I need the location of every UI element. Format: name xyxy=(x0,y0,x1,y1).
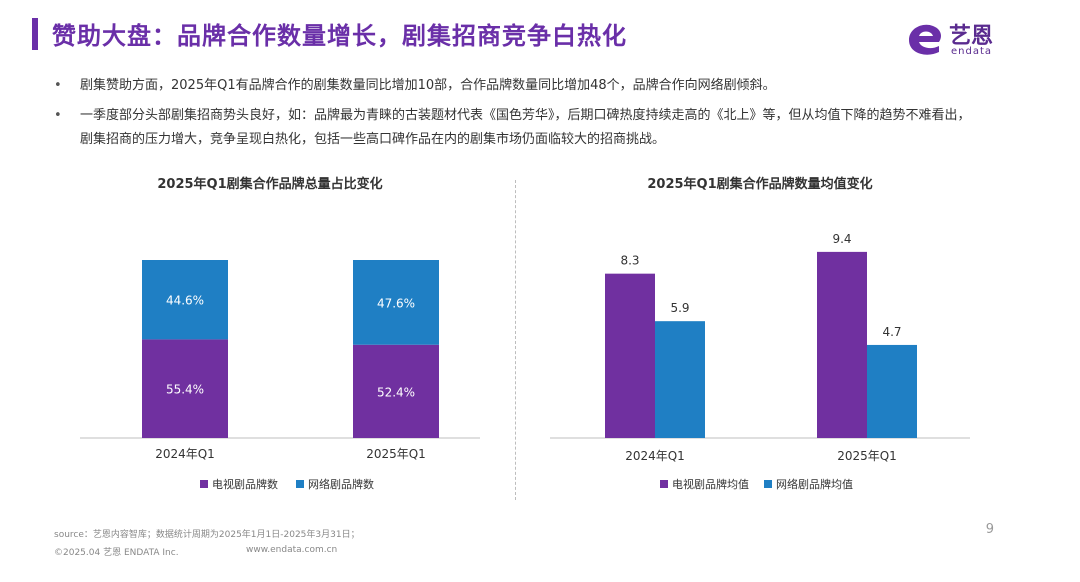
bullet-item: • 一季度部分头部剧集招商势头良好，如：品牌最为青睐的古装题材代表《国色芳华》，… xyxy=(54,104,974,152)
data-label: 4.7 xyxy=(882,325,901,339)
legend-label: 电视剧品牌数 xyxy=(212,477,278,491)
x-tick-label: 2024年Q1 xyxy=(155,447,215,461)
x-tick-label: 2025年Q1 xyxy=(366,447,426,461)
bar xyxy=(655,321,705,438)
bar xyxy=(605,273,655,438)
x-tick-label: 2025年Q1 xyxy=(837,449,897,463)
bar xyxy=(867,344,917,438)
logo-text: 艺恩 xyxy=(949,24,994,49)
data-label: 9.4 xyxy=(832,232,851,246)
legend-swatch xyxy=(660,480,668,488)
chart-title: 2025年Q1剧集合作品牌数量均值变化 xyxy=(647,176,872,192)
page-title: 赞助大盘：品牌合作数量增长，剧集招商竞争白热化 xyxy=(52,22,627,50)
website-link[interactable]: www.endata.com.cn xyxy=(246,545,338,555)
bullet-item: • 剧集赞助方面，2025年Q1有品牌合作的剧集数量同比增加10部，合作品牌数量… xyxy=(54,74,974,98)
copyright: ©2025.04 艺恩 ENDATA Inc. xyxy=(54,548,179,558)
grouped-bar-chart: 2025年Q1剧集合作品牌数量均值变化 8.3 5.9 2024年Q1 9.4 4.7 20… xyxy=(550,176,970,491)
bullet-text: 一季度部分头部剧集招商势头良好，如：品牌最为青睐的古装题材代表《国色芳华》，后期… xyxy=(80,108,971,147)
chart-title: 2025年Q1剧集合作品牌总量占比变化 xyxy=(157,176,382,192)
logo-subtext: endata xyxy=(951,46,993,57)
legend-label: 电视剧品牌均值 xyxy=(672,477,749,491)
legend-label: 网络剧品牌均值 xyxy=(776,477,853,491)
data-label: 47.6% xyxy=(377,296,415,310)
legend-label: 网络剧品牌数 xyxy=(308,477,374,491)
chart-divider xyxy=(515,180,516,500)
stacked-bar-chart: 2025年Q1剧集合作品牌总量占比变化 55.4% 44.6% 2024年Q1 52.4… xyxy=(80,176,480,491)
page-number: 9 xyxy=(985,522,994,537)
bullet-text: 剧集赞助方面，2025年Q1有品牌合作的剧集数量同比增加10部，合作品牌数量同比… xyxy=(80,78,776,93)
bullet-dot: • xyxy=(54,78,62,93)
bar-segment xyxy=(142,339,228,438)
bullet-dot: • xyxy=(54,108,62,123)
title-accent-bar xyxy=(32,18,38,50)
chart-average-grouped: 2025年Q1剧集合作品牌数量均值变化 8.3 5.9 2024年Q1 9.4 4.7 20… xyxy=(540,168,980,508)
bullet-list: • 剧集赞助方面，2025年Q1有品牌合作的剧集数量同比增加10部，合作品牌数量… xyxy=(54,74,974,158)
legend-swatch xyxy=(200,480,208,488)
bar-segment xyxy=(353,344,439,438)
bar-segment xyxy=(142,260,228,340)
endata-logo-icon xyxy=(909,24,941,55)
bar-segment xyxy=(353,260,439,345)
source-note: source：艺恩内容智库；数据统计周期为2025年1月1日-2025年3月31… xyxy=(54,530,360,540)
data-label: 8.3 xyxy=(620,254,639,268)
legend-swatch xyxy=(296,480,304,488)
data-label: 52.4% xyxy=(377,385,415,399)
data-label: 44.6% xyxy=(166,294,204,308)
legend-swatch xyxy=(764,480,772,488)
chart-share-stacked: 2025年Q1剧集合作品牌总量占比变化 55.4% 44.6% 2024年Q1 52.4… xyxy=(60,168,500,508)
data-label: 5.9 xyxy=(670,301,689,315)
bar xyxy=(817,251,867,438)
x-tick-label: 2024年Q1 xyxy=(625,449,685,463)
data-label: 55.4% xyxy=(166,383,204,397)
endata-logo: 艺恩 endata xyxy=(905,18,1015,64)
